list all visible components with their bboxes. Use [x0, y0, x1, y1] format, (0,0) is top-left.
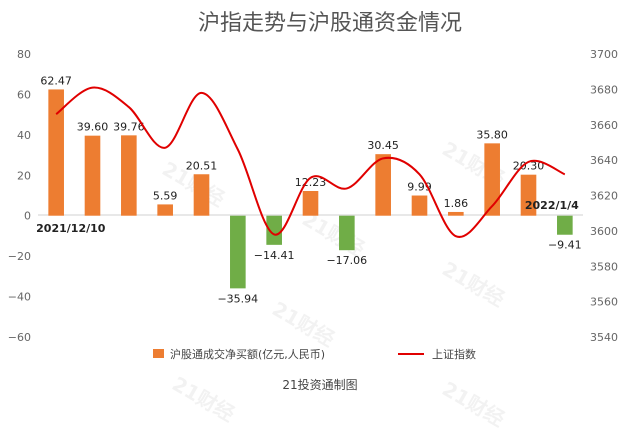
bar: [193, 174, 210, 216]
bar: [302, 190, 319, 216]
right-axis-tick-label: 3580: [590, 260, 618, 273]
left-axis-tick-label: −20: [8, 250, 31, 263]
bar-value-label: 5.59: [153, 189, 178, 202]
bar-value-label: −9.41: [548, 239, 582, 252]
bar-labels: 62.47 39.60 39.76 5.59 20.51 −35.94 −14.41 12.2…: [40, 74, 581, 305]
bar: [48, 89, 64, 216]
date-annotation-start: 2021/12/10: [36, 222, 106, 235]
bar-value-label: 62.47: [40, 74, 72, 87]
bar-value-label: 35.80: [476, 128, 508, 141]
right-axis-tick-label: 3600: [590, 225, 618, 238]
bar: [266, 215, 282, 245]
chart-title: 沪指走势与沪股通资金情况: [198, 11, 462, 36]
right-axis-tick-label: 3700: [590, 48, 618, 61]
left-axis-tick-label: 20: [17, 169, 31, 182]
left-axis-tick-label: −40: [8, 291, 31, 304]
bar: [484, 143, 500, 216]
bar: [84, 135, 101, 216]
bar: [121, 135, 137, 216]
bar-value-label: −35.94: [217, 292, 258, 305]
left-axis-tick-label: 40: [17, 129, 31, 142]
bar: [557, 215, 573, 235]
left-axis-tick-label: 80: [17, 48, 31, 61]
watermark-text: 21财经: [438, 377, 509, 432]
watermark-text: 21财经: [438, 257, 509, 312]
bar: [230, 215, 246, 289]
right-axis-tick-label: 3540: [590, 331, 618, 344]
bar-value-label: 39.76: [113, 120, 145, 133]
right-axis-tick-label: 3620: [590, 190, 618, 203]
right-axis-tick-label: 3660: [590, 119, 618, 132]
legend-swatch-bar: [153, 349, 164, 358]
date-annotation-end: 2022/1/4: [525, 199, 579, 212]
bar-value-label: 20.51: [186, 159, 218, 172]
bar: [375, 154, 391, 216]
legend: 沪股通成交净买额(亿元,人民币) 上证指数: [153, 347, 476, 361]
bar-value-label: −14.41: [254, 249, 295, 262]
bars: [48, 89, 573, 289]
left-axis-tick-label: −60: [8, 331, 31, 344]
bar-value-label: 30.45: [367, 139, 399, 152]
right-axis-tick-label: 3680: [590, 83, 618, 96]
bar: [157, 204, 173, 216]
right-axis-tick-label: 3560: [590, 296, 618, 309]
left-axis-tick-label: 60: [17, 88, 31, 101]
left-axis: −60 −40 −20 0 20 40 60 80: [8, 48, 31, 344]
bar: [411, 195, 428, 216]
left-axis-tick-label: 0: [24, 210, 31, 223]
index-line: [55, 86, 566, 238]
legend-label-bar: 沪股通成交净买额(亿元,人民币): [170, 347, 325, 361]
bar: [520, 174, 537, 216]
watermark-text: 21财经: [168, 372, 239, 427]
bar-value-label: 1.86: [444, 197, 469, 210]
source-label: 21投资通制图: [282, 377, 357, 392]
legend-label-line: 上证指数: [432, 347, 476, 361]
right-axis: 3540 3560 3580 3600 3620 3640 3660 3680 3700: [590, 48, 618, 344]
bar: [339, 215, 355, 251]
right-axis-tick-label: 3640: [590, 154, 618, 167]
watermark-text: 21财经: [268, 297, 339, 352]
bar-value-label: −17.06: [326, 254, 367, 267]
bar-value-label: 39.60: [77, 121, 109, 134]
line-layer: [55, 86, 566, 238]
bar-value-label: 12.23: [295, 176, 327, 189]
annotations: 2021/12/10 2022/1/4: [36, 199, 579, 235]
bar: [448, 211, 464, 216]
